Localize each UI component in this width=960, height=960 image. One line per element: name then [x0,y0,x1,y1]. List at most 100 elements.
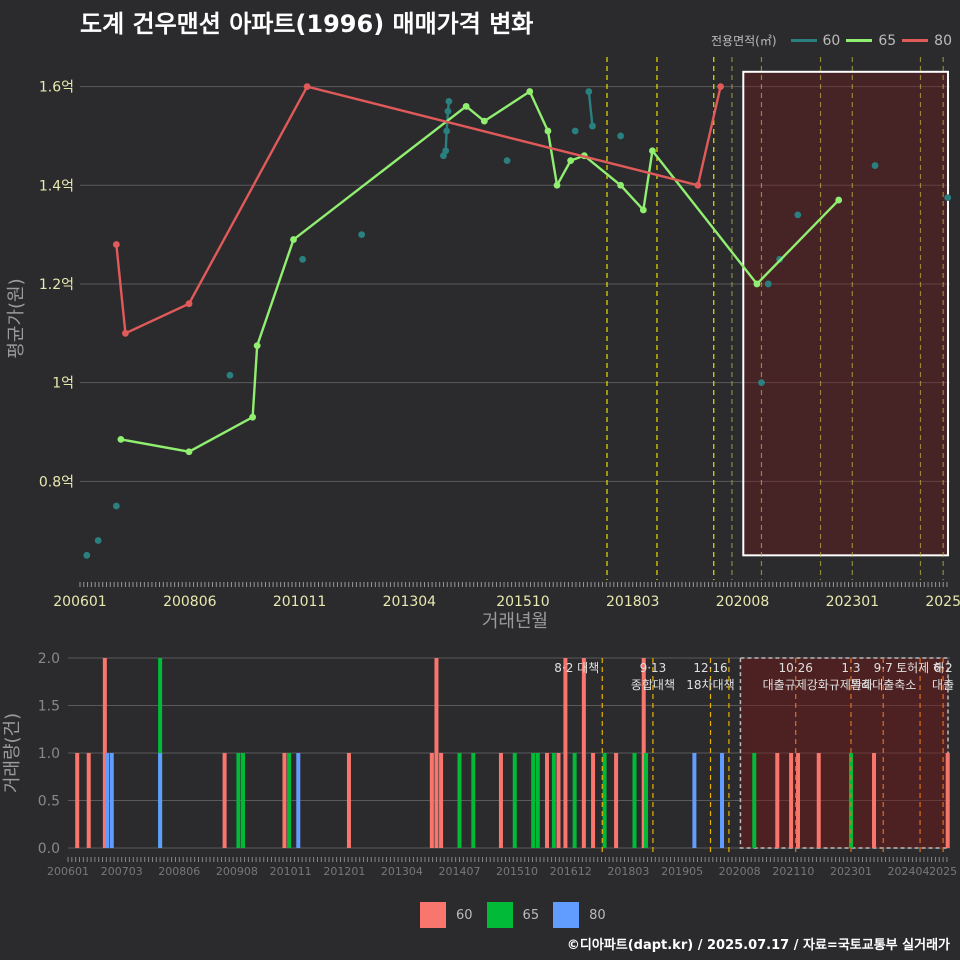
data-point-65 [753,280,761,288]
volume-bar-60 [872,753,877,848]
volume-bar-60 [796,753,801,848]
bar-legend: 60 65 80 [420,902,620,928]
data-point-60 [299,255,307,263]
x-axis-title: 거래년월 [482,611,548,632]
bar-legend-item-80: 80 [553,902,606,928]
volume-bar-65 [602,753,607,848]
data-point-80 [694,181,702,189]
data-point-60 [226,371,234,379]
y-tick-label: 0.8억 [39,474,74,490]
volume-bar-65 [572,753,577,848]
legend-item-60: 60 [790,32,841,49]
policy-label: 8·2 대책 [554,660,599,675]
legend-label-65: 65 [878,32,897,49]
x-tick-label: 200601 [53,594,106,610]
volume-bar-60 [86,753,91,848]
data-point-65 [649,147,656,155]
volume-bar-65 [457,753,462,848]
bar-legend-label-80: 80 [589,907,606,923]
data-point-60 [617,132,625,140]
data-point-60 [571,127,579,135]
policy-label: 18차대책 [686,677,734,692]
volume-bar-65 [848,753,853,848]
bar-x-tick-label: 200806 [158,865,200,878]
volume-bar-65 [512,753,517,848]
data-point-60 [944,194,952,202]
y-tick-label: 1.2억 [39,277,74,293]
data-point-60 [871,162,879,169]
data-point-60 [443,127,451,135]
price-line-chart: 0.8억 1억 1.2억 1.4억 1.6억 200601 200806 201011 2013… [6,57,960,632]
volume-bar-60 [75,753,80,848]
data-point-65 [185,448,193,456]
y-tick-label: 1.6억 [39,80,74,96]
volume-bar-60 [282,753,287,848]
bar-legend-swatch-80 [553,902,580,928]
volume-bar-60 [556,753,561,848]
data-point-65 [290,236,297,243]
y-tick-label: 1.4억 [39,178,74,194]
x-tick-label: 200806 [163,594,217,610]
x-tick-label: 201011 [273,594,326,610]
bar-y-tick-label: 2.0 [38,651,60,667]
x-tick-label: 201510 [496,594,549,610]
data-point-60 [794,211,802,219]
x-tick-label: 202301 [826,594,879,610]
data-point-65 [526,88,534,95]
volume-bar-65 [471,753,476,848]
data-point-80 [112,241,120,248]
data-point-65 [117,435,125,443]
policy-label: 특례대출축소 [850,678,916,692]
legend-label-60: 60 [822,32,841,49]
data-point-60 [445,98,453,105]
data-point-65 [544,127,552,135]
volume-bar-60 [434,658,439,848]
bar-x-tick-label: 201407 [438,865,480,878]
bar-x-tick-label: 200601 [47,865,89,878]
data-point-60 [442,147,450,155]
data-point-60 [585,88,593,95]
volume-bar-60 [581,658,586,848]
policy-label: 규제완화 [829,678,873,692]
volume-bar-65 [236,753,241,848]
data-point-65 [253,342,261,350]
data-point-60 [83,551,91,559]
volume-bar-60 [591,753,596,848]
volume-bar-60 [544,753,549,848]
volume-bar-60 [563,658,568,848]
policy-label: 대출 [932,678,954,692]
volume-bar-80 [109,753,114,848]
volume-bar-65 [241,753,246,848]
volume-bar-65 [632,753,637,848]
bar-x-tick-label: 201803 [607,865,649,878]
policy-label: 종합대책 [631,677,675,692]
bar-y-tick-label: 0.0 [38,841,60,857]
bar-legend-swatch-65 [486,902,513,928]
bar-y-axis-title: 거래량(건) [2,713,23,793]
bar-x-tick-label: 202301 [830,865,872,878]
volume-bar-80 [720,753,725,848]
volume-bar-65 [535,753,540,848]
line-legend: 전용면적(㎡) 60 65 80 [711,32,952,49]
series-line-80 [115,85,722,336]
bar-x-tick-label: 201612 [550,865,592,878]
bar-x-tick-label: 201304 [381,865,423,878]
volume-bar-60 [945,753,950,848]
policy-label: 9·13 [640,661,667,675]
policy-label: 1·3 [841,661,860,675]
data-point-80 [122,329,129,337]
volume-bar-60 [439,753,444,848]
bar-legend-item-65: 65 [486,902,539,928]
data-point-80 [717,83,724,91]
volume-bar-60 [614,753,619,848]
volume-bar-60 [789,753,794,848]
y-axis-title: 평균가(원) [6,278,27,358]
bar-legend-swatch-60 [420,902,446,928]
data-point-60 [758,379,765,387]
bar-x-tick-label: 202110 [772,865,814,878]
bar-x-tick-label: 201011 [270,865,312,878]
x-tick-label: 202008 [716,594,769,610]
volume-bar-60 [222,753,227,848]
volume-bar-60 [641,658,646,848]
bar-x-tick-label: 200703 [101,865,143,878]
